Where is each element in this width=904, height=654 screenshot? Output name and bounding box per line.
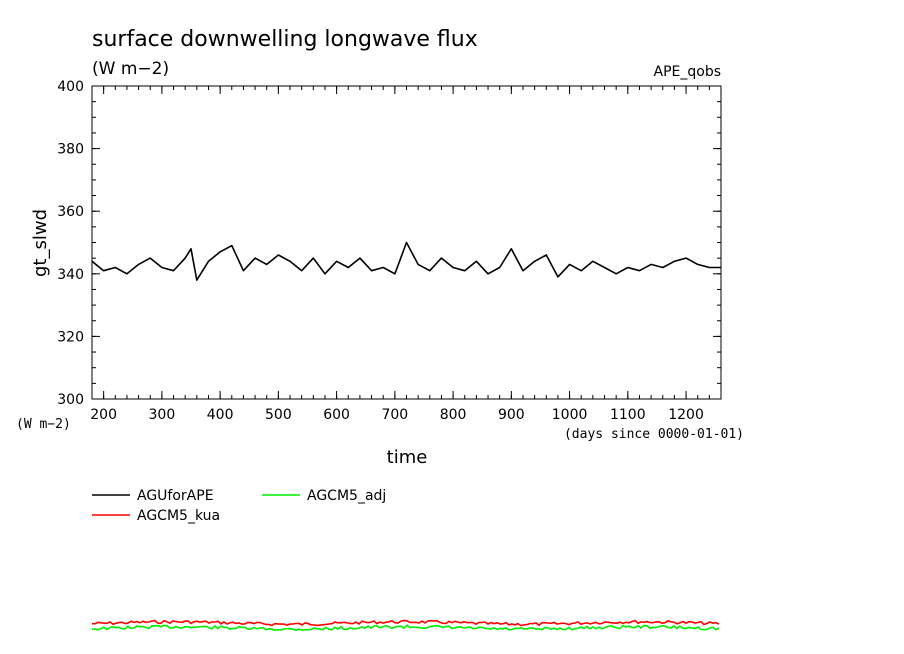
- legend-label-agcm5-kua: AGCM5_kua: [137, 508, 220, 524]
- y-tick-label: 300: [57, 392, 84, 408]
- series-strip-agcm5-adj: [91, 624, 720, 632]
- chart-subtitle: (W m−2): [92, 59, 169, 79]
- offscale-series-strips: [91, 619, 720, 632]
- x-tick-label: 1200: [668, 407, 704, 423]
- series-line-0: [91, 241, 721, 281]
- x-tick-label: 800: [440, 407, 467, 423]
- x-tick-labels: 200 300 400 500 600 700 800 900 1000 1100 1200: [90, 407, 704, 423]
- x-tick-label: 500: [265, 407, 292, 423]
- x-tick-label: 200: [90, 407, 117, 423]
- x-tick-label: 400: [207, 407, 234, 423]
- axis-ticks: [91, 85, 722, 400]
- x-tick-label: 700: [381, 407, 408, 423]
- x-unit-label: (days since 0000-01-01): [564, 427, 744, 442]
- y-tick-label: 320: [57, 329, 84, 345]
- y-unit-label: (W m−2): [16, 417, 71, 432]
- y-axis-label: gt_slwd: [30, 209, 51, 277]
- chart-title: surface downwelling longwave flux: [92, 27, 478, 52]
- legend: AGUforAPE AGCM5_kua AGCM5_adj: [92, 488, 386, 524]
- y-tick-label: 360: [57, 204, 84, 220]
- legend-label-aguforape: AGUforAPE: [137, 488, 214, 504]
- x-axis-label: time: [387, 447, 428, 468]
- x-tick-label: 600: [323, 407, 350, 423]
- legend-label-agcm5-adj: AGCM5_adj: [307, 488, 386, 504]
- x-tick-label: 1000: [552, 407, 588, 423]
- y-tick-label: 400: [57, 79, 84, 95]
- experiment-tag: APE_qobs: [654, 64, 722, 80]
- series-strip-agcm5-kua: [91, 619, 720, 627]
- y-tick-label: 380: [57, 142, 84, 158]
- y-tick-labels: 300 320 340 360 380 400: [57, 79, 84, 408]
- series-lines: [91, 241, 721, 281]
- x-tick-label: 300: [149, 407, 176, 423]
- y-tick-label: 340: [57, 267, 84, 283]
- x-tick-label: 900: [498, 407, 525, 423]
- x-tick-label: 1100: [610, 407, 646, 423]
